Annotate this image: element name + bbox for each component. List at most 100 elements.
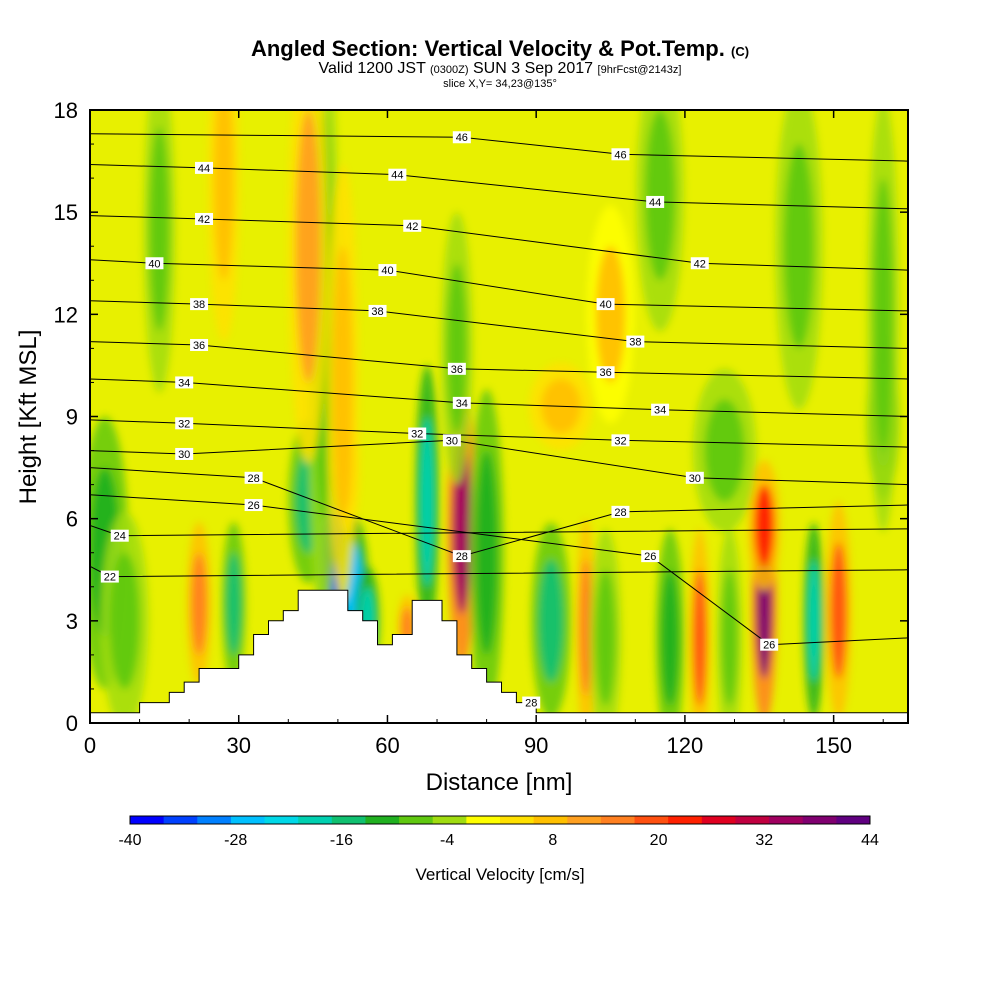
velocity-cell	[645, 110, 675, 281]
contour-label: 32	[611, 434, 630, 447]
colorbar-swatch	[567, 816, 602, 824]
contour-label-text: 38	[371, 306, 383, 318]
velocity-cell	[704, 399, 745, 502]
y-axis-title: Height [Kft MSL]	[15, 330, 42, 505]
contour-label: 44	[195, 161, 214, 175]
colorbar-swatch	[298, 816, 333, 824]
velocity-cell	[595, 246, 626, 383]
colorbar-tick-label: 44	[861, 832, 879, 849]
contour-label-text: 28	[614, 507, 626, 519]
contour-label: 42	[195, 212, 214, 226]
contour-label: 28	[522, 696, 541, 710]
colorbar-tick-label: -16	[330, 832, 353, 849]
contour-label-text: 44	[391, 170, 403, 182]
contour-label-bg	[522, 696, 541, 709]
contour-label: 32	[175, 417, 194, 430]
contour-label-text: 36	[451, 364, 463, 376]
theta-contour-line	[90, 133, 908, 162]
y-tick-label: 6	[66, 507, 78, 532]
y-tick-label: 12	[54, 302, 78, 327]
colorbar-swatch	[432, 816, 467, 824]
contour-label-bg	[596, 298, 615, 311]
contour-label: 26	[244, 499, 263, 512]
y-tick-label: 15	[54, 200, 78, 225]
velocity-field	[90, 110, 900, 723]
contour-label: 36	[596, 366, 615, 379]
velocity-cell	[661, 569, 679, 706]
valid-date: SUN 3 Sep 2017	[473, 60, 594, 77]
contour-label-bg	[447, 362, 466, 375]
contour-label-text: 40	[599, 299, 611, 311]
contour-label-bg	[403, 219, 422, 232]
contour-label-text: 24	[114, 531, 126, 543]
contour-label: 32	[408, 427, 427, 441]
contour-label: 26	[641, 550, 660, 563]
contour-label-text: 46	[614, 149, 626, 161]
x-tick-label: 60	[375, 733, 399, 758]
contour-label-bg	[368, 304, 387, 317]
velocity-cell	[191, 552, 207, 655]
contour-label: 34	[175, 376, 194, 389]
y-tick-label: 3	[66, 609, 78, 634]
contour-label-bg	[110, 529, 129, 542]
colorbar-swatch	[668, 816, 703, 824]
x-tick-label: 0	[84, 733, 96, 758]
velocity-cell	[295, 110, 321, 383]
contour-label-text: 32	[178, 418, 190, 430]
y-tick-label: 9	[66, 405, 78, 430]
contour-label-bg	[611, 505, 630, 518]
contour-label: 30	[685, 471, 704, 485]
velocity-cell	[754, 484, 775, 567]
velocity-cell	[475, 450, 498, 655]
contour-label-text: 44	[649, 197, 661, 209]
x-tick-label: 90	[524, 733, 548, 758]
contour-label-bg	[641, 550, 660, 563]
chart-title: Angled Section: Vertical Velocity & Pot.…	[0, 36, 1000, 62]
contour-label: 22	[100, 570, 119, 584]
velocity-cell	[446, 263, 467, 434]
colorbar-tick-label: 8	[548, 832, 557, 849]
colorbar: -40 -28 -16 -4 8 20 32 44	[118, 815, 879, 849]
contour-label-bg	[611, 434, 630, 447]
contour-label-bg	[175, 376, 194, 389]
valid-utc: (0300Z)	[430, 64, 469, 76]
velocity-cell	[332, 246, 353, 519]
y-tick-label: 18	[54, 98, 78, 123]
contour-label-bg	[100, 570, 119, 583]
contour-label-text: 22	[104, 572, 116, 584]
contour-label-bg	[452, 131, 471, 144]
contour-label: 44	[646, 195, 665, 209]
valid-prefix: Valid 1200 JST	[318, 60, 426, 77]
contour-label-text: 42	[406, 221, 418, 233]
contour-label: 28	[244, 471, 263, 485]
contour-label-text: 28	[456, 551, 468, 563]
chart-title-suffix: (C)	[731, 44, 750, 59]
contour-label: 42	[690, 257, 709, 270]
contour-label: 30	[175, 447, 194, 461]
velocity-cell	[226, 552, 242, 655]
contour-label-text: 34	[654, 405, 666, 417]
contour-label-text: 32	[411, 429, 423, 441]
contour-label-bg	[452, 396, 471, 409]
contour-label: 42	[403, 219, 422, 233]
contour-label-text: 28	[525, 698, 537, 710]
contour-label-text: 34	[178, 377, 190, 389]
contour-label-bg	[442, 434, 461, 447]
contour-label: 40	[378, 264, 397, 277]
contour-label-bg	[646, 195, 665, 208]
contour-label-bg	[596, 366, 615, 379]
colorbar-swatch	[600, 816, 636, 824]
x-axis: 0 30 60 90 120 150	[84, 110, 884, 758]
contour-label-bg	[651, 403, 670, 416]
colorbar-tick-label: -28	[224, 832, 247, 849]
velocity-cell	[579, 559, 592, 696]
contour-label-bg	[175, 417, 194, 430]
velocity-cell	[721, 569, 738, 706]
colorbar-frame	[129, 815, 871, 825]
contour-label: 46	[452, 131, 471, 144]
x-axis-title: Distance [nm]	[426, 769, 573, 796]
colorbar-swatch	[331, 816, 366, 824]
contour-label-text: 32	[614, 435, 626, 447]
